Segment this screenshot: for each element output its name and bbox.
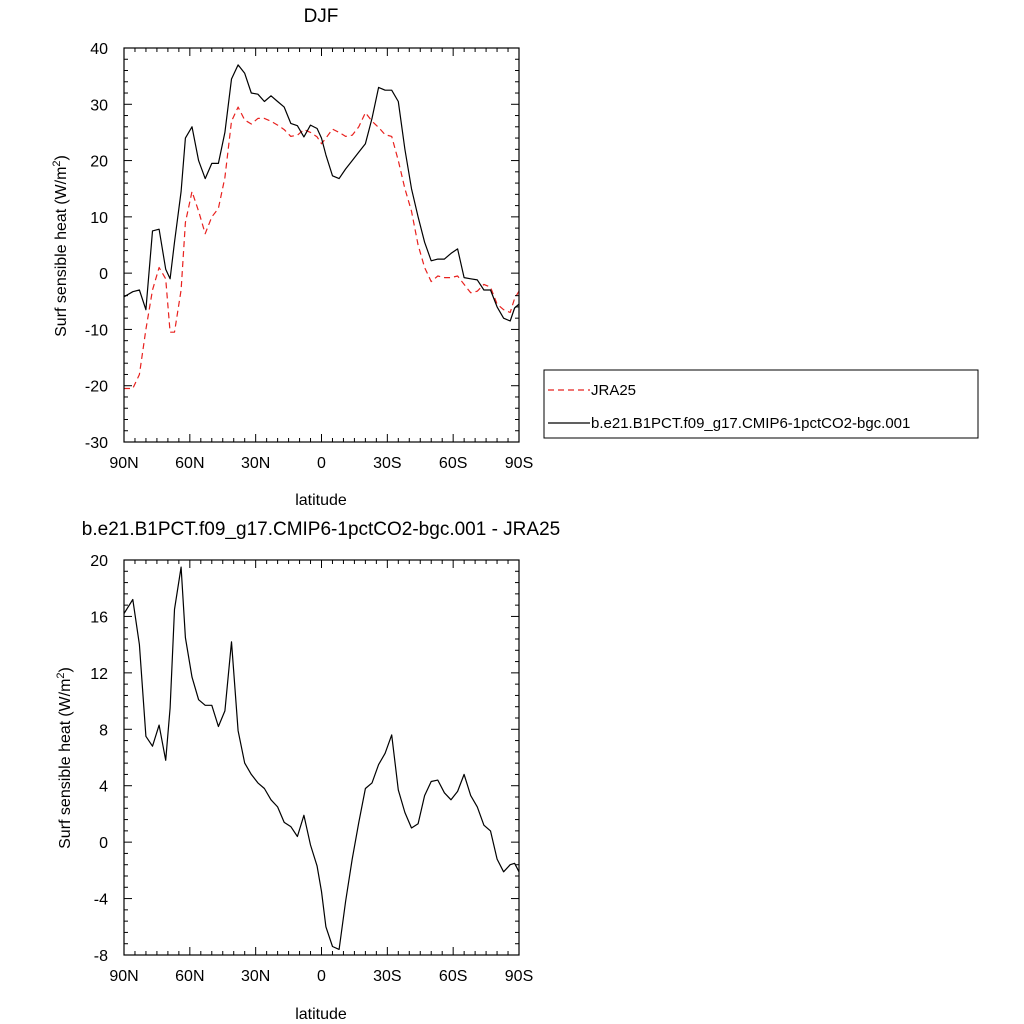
bottom-plot-area: 90N 60N 30N 0 30S 60S 90S -8 -4 0 4 8 12 16 20	[90, 553, 533, 985]
top-y-tick-label: -20	[85, 379, 108, 396]
top-y-axis-label-main: Surf sensible heat	[53, 208, 70, 337]
top-series-line-1	[123, 64, 520, 322]
top-x-tick-label: 30N	[241, 455, 270, 472]
bottom-y-tick-label: 4	[99, 779, 108, 796]
bottom-x-tick-label: 60S	[439, 968, 467, 985]
bottom-y-tick-label: -4	[94, 892, 108, 909]
bottom-x-tick-label: 90S	[505, 968, 533, 985]
bottom-y-axis-label-unit-sup: 2	[55, 672, 67, 678]
top-y-tick-label: -10	[85, 322, 108, 339]
top-y-axis-label-unit-close: )	[53, 155, 70, 160]
top-x-tick-label: 90S	[505, 455, 533, 472]
bottom-x-axis-label: latitude	[295, 1006, 347, 1023]
bottom-x-tick-label: 60N	[175, 968, 204, 985]
top-series-line-0	[124, 106, 520, 390]
bottom-y-axis-label-unit: (W/m	[57, 679, 74, 717]
bottom-y-tick-label: 0	[99, 835, 108, 852]
top-y-tick-label: 30	[90, 97, 108, 114]
top-y-tick-label: -30	[85, 435, 108, 452]
bottom-y-tick-label: 20	[90, 553, 108, 570]
top-panel: DJF 90N 60N 30N 0 30S 60S 90S -30 -20 -10 0 10 20 30 4…	[51, 6, 533, 509]
top-y-tick-label: 20	[90, 154, 108, 171]
bottom-x-tick-label: 30N	[241, 968, 270, 985]
legend: JRA25 b.e21.B1PCT.f09_g17.CMIP6-1pctCO2-…	[543, 369, 979, 439]
bottom-y-tick-label: 8	[99, 722, 108, 739]
top-plot-frame	[123, 47, 520, 443]
top-y-axis-label-unit: (W/m	[53, 167, 70, 205]
top-x-tick-label: 0	[317, 455, 326, 472]
bottom-x-tick-label: 90N	[109, 968, 138, 985]
bottom-series-line-0	[123, 566, 520, 951]
bottom-chart-title: b.e21.B1PCT.f09_g17.CMIP6-1pctCO2-bgc.00…	[82, 519, 560, 540]
top-y-tick-label: 40	[90, 41, 108, 58]
top-x-tick-label: 60N	[175, 455, 204, 472]
top-y-axis-label: Surf sensible heat (W/m2)	[51, 155, 70, 337]
top-x-axis-label: latitude	[295, 492, 347, 509]
top-y-axis-label-unit-sup: 2	[51, 160, 63, 166]
legend-box	[543, 369, 979, 439]
bottom-panel: b.e21.B1PCT.f09_g17.CMIP6-1pctCO2-bgc.00…	[55, 519, 560, 1023]
top-y-tick-label: 0	[99, 266, 108, 283]
top-chart-title: DJF	[304, 6, 339, 27]
bottom-y-tick-label: 16	[90, 609, 108, 626]
bottom-x-tick-label: 0	[317, 968, 326, 985]
top-x-tick-label: 90N	[109, 455, 138, 472]
bottom-y-axis-label: Surf sensible heat (W/m2)	[55, 667, 74, 849]
bottom-y-tick-label: -8	[94, 948, 108, 965]
bottom-x-tick-label: 30S	[373, 968, 401, 985]
legend-label-model: b.e21.B1PCT.f09_g17.CMIP6-1pctCO2-bgc.00…	[591, 415, 910, 432]
top-plot-area: 90N 60N 30N 0 30S 60S 90S -30 -20 -10 0 10 20 30 40	[85, 41, 533, 472]
bottom-y-axis-label-unit-close: )	[57, 667, 74, 672]
top-y-tick-label: 10	[90, 210, 108, 227]
top-x-tick-label: 60S	[439, 455, 467, 472]
top-x-tick-label: 30S	[373, 455, 401, 472]
bottom-y-axis-label-main: Surf sensible heat	[57, 720, 74, 849]
bottom-y-tick-label: 12	[90, 666, 108, 683]
legend-label-jra25: JRA25	[591, 382, 636, 399]
